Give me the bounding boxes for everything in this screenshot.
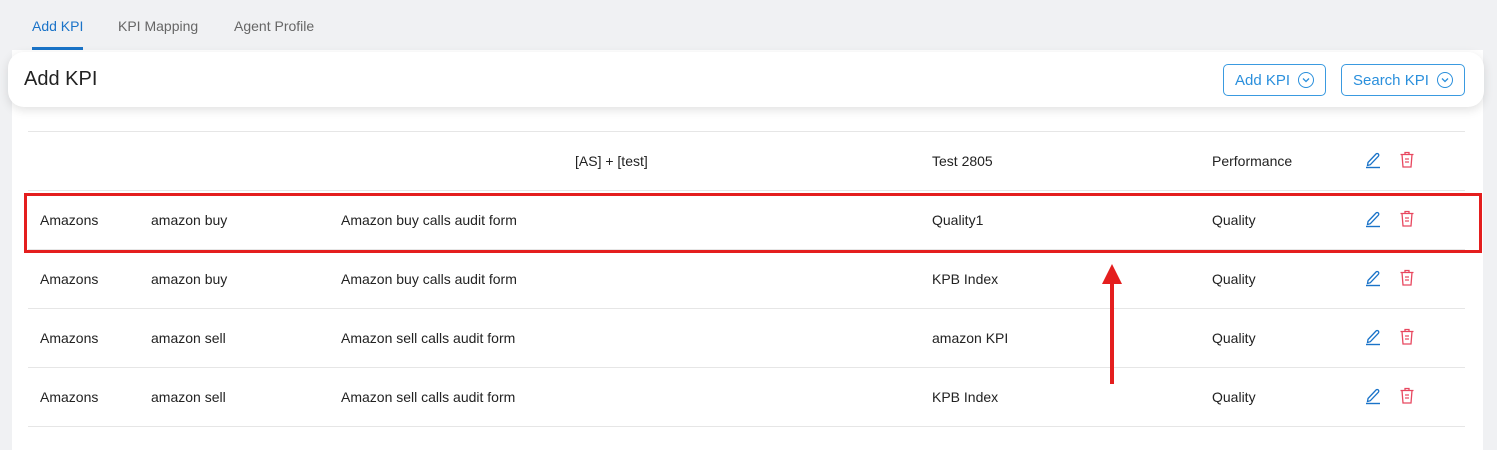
delete-icon[interactable] — [1399, 151, 1415, 172]
tab-agent-profile[interactable]: Agent Profile — [234, 18, 315, 34]
table-row-hidden — [28, 73, 1465, 132]
delete-icon[interactable] — [1399, 387, 1415, 408]
cell-c3: Amazon sell calls audit form — [341, 330, 516, 346]
highlight-box — [24, 193, 1482, 253]
cell-c1: Amazons — [40, 330, 99, 346]
tab-add-kpi[interactable]: Add KPI — [32, 18, 84, 50]
add-kpi-label: Add KPI — [1235, 71, 1291, 89]
cell-c2: amazon sell — [151, 389, 226, 405]
tab-bar: Add KPI KPI Mapping Agent Profile — [0, 0, 1497, 50]
cell-c3: Amazon sell calls audit form — [341, 389, 516, 405]
edit-icon[interactable] — [1365, 269, 1381, 290]
delete-icon[interactable] — [1399, 269, 1415, 290]
cell-c2: amazon buy — [151, 271, 228, 287]
cell-c6: Performance — [1212, 153, 1293, 169]
cell-c3: Amazon buy calls audit form — [341, 212, 517, 228]
edit-icon[interactable] — [1365, 387, 1381, 408]
cell-c1: Amazons — [40, 389, 99, 405]
search-kpi-button[interactable]: Search KPI — [1341, 64, 1465, 96]
table-row: [AS] + [test] Test 2805 Performance — [28, 132, 1465, 191]
page-title: Add KPI — [24, 68, 98, 90]
table-row: Amazons amazon sell Amazon sell calls audi… — [28, 368, 1465, 427]
table-row: Amazons amazon sell Amazon sell calls audi… — [28, 309, 1465, 368]
cell-c6: Quality — [1212, 389, 1256, 405]
cell-c1: Amazons — [40, 212, 99, 228]
cell-c6: Quality — [1212, 330, 1256, 346]
cell-c2: amazon buy — [151, 212, 228, 228]
cell-c5: KPB Index — [932, 271, 999, 287]
cell-c6: Quality — [1212, 271, 1256, 287]
cell-c5: amazon KPI — [932, 330, 1009, 346]
table-row: Amazons amazon buy Amazon buy calls audit … — [28, 191, 1465, 250]
edit-icon[interactable] — [1365, 210, 1381, 231]
search-kpi-label: Search KPI — [1353, 71, 1429, 89]
add-kpi-button[interactable]: Add KPI — [1223, 64, 1327, 96]
delete-icon[interactable] — [1399, 210, 1415, 231]
chevron-down-icon — [1436, 72, 1453, 88]
cell-c3: Amazon buy calls audit form — [341, 271, 517, 287]
delete-icon[interactable] — [1399, 328, 1415, 349]
cell-c2: amazon sell — [151, 330, 226, 346]
chevron-down-icon — [1298, 72, 1315, 88]
cell-c5: Quality1 — [932, 212, 984, 228]
cell-c6: Quality — [1212, 212, 1256, 228]
cell-c5: KPB Index — [932, 389, 999, 405]
tab-kpi-mapping[interactable]: KPI Mapping — [118, 18, 199, 34]
edit-icon[interactable] — [1365, 151, 1381, 172]
table-row: Amazons amazon buy Amazon buy calls audit … — [28, 250, 1465, 309]
cell-c5: Test 2805 — [932, 153, 993, 169]
edit-icon[interactable] — [1365, 328, 1381, 349]
cell-c1: Amazons — [40, 271, 99, 287]
cell-c4: [AS] + [test] — [575, 153, 648, 169]
header-card: Add KPI Add KPI Search KPI — [8, 52, 1484, 107]
